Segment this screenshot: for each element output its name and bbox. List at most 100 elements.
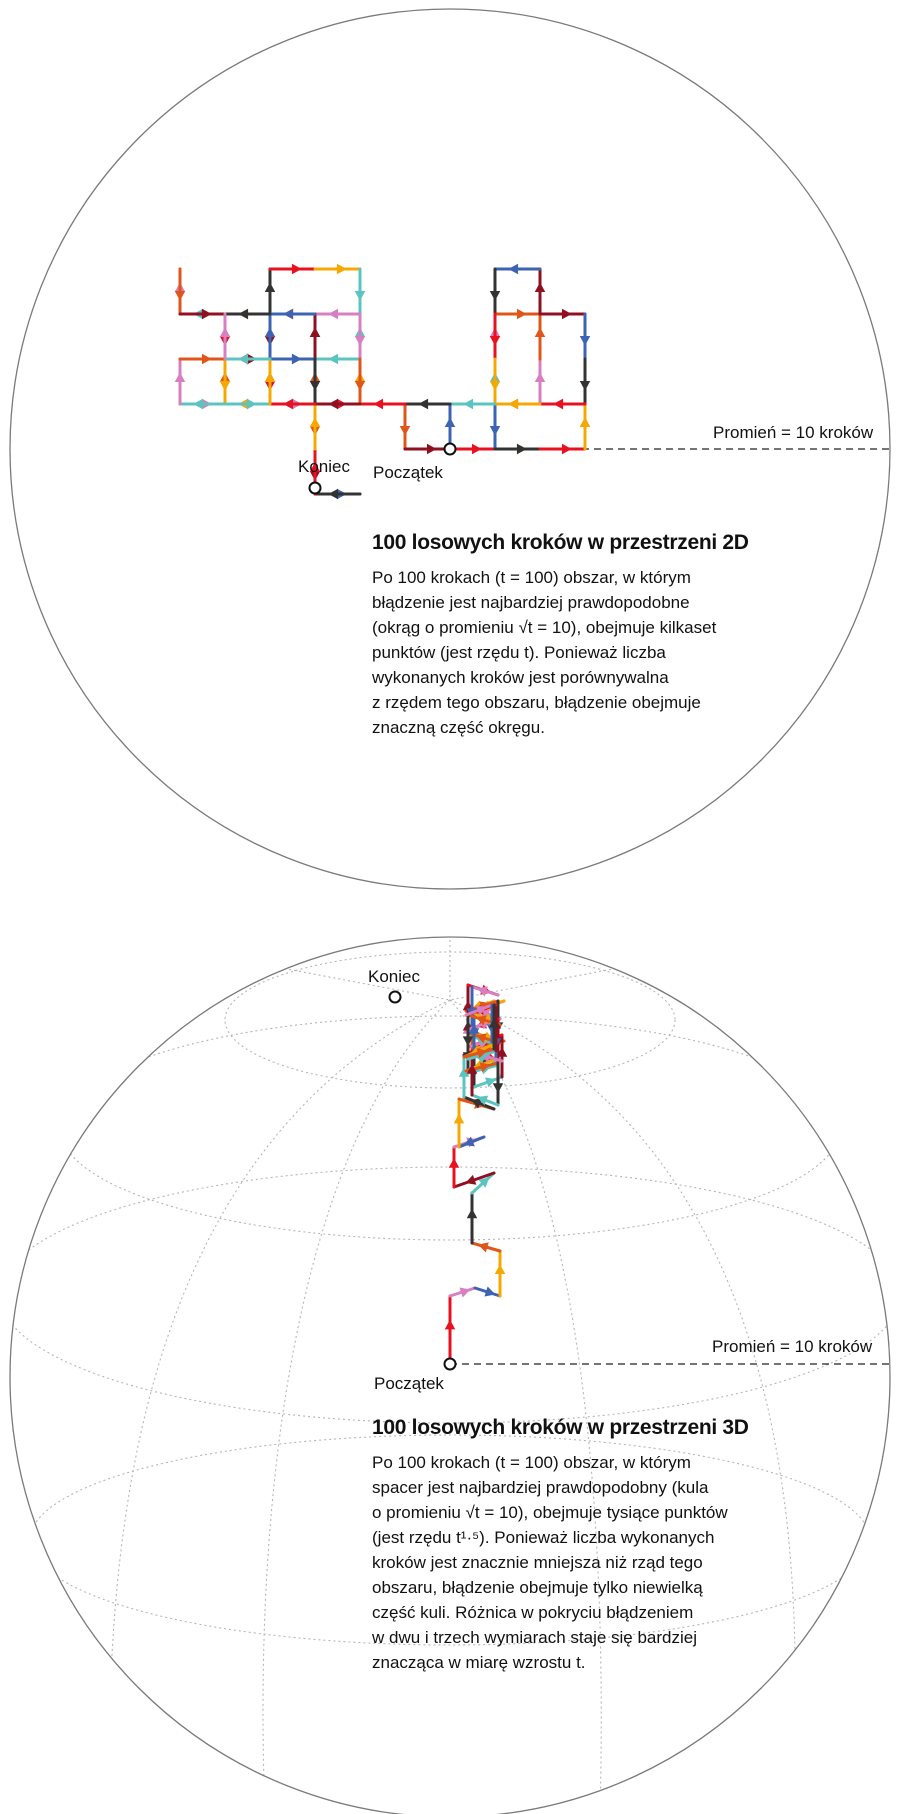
body-2d-line: znaczną część okręgu. [372,718,545,737]
walk-step-arrowhead [489,335,501,346]
walk-step-arrowhead [475,1015,487,1026]
body-2d-line: z rzędem tego obszaru, błądzenie obejmuj… [372,693,701,712]
walk-step-arrowhead [471,443,482,455]
walk-step-arrowhead [508,263,519,275]
sphere-outline [9,936,891,1814]
walk-step-arrowhead [579,380,591,391]
body-2d: Po 100 krokach (t = 100) obszar, w który… [372,565,842,740]
walk-step-arrowhead [373,398,384,410]
walk-step-arrowhead [219,327,231,338]
walk-step-arrowhead [477,1242,489,1253]
walk-step-arrowhead [471,1098,483,1109]
walk-step-arrowhead [508,398,519,410]
end-marker-2d [308,481,322,495]
body-2d-line: Po 100 krokach (t = 100) obszar, w który… [372,568,691,587]
walk-step-arrowhead [354,380,366,391]
start-label-2d: Początek [373,463,443,482]
body-3d-line: (jest rzędu t¹·⁵). Ponieważ liczba wykon… [372,1528,715,1547]
walk-step-arrowhead [354,290,366,301]
walk-step-arrowhead [283,308,294,320]
walk-step-arrowhead [426,443,437,455]
walk-step-arrowhead [579,335,591,346]
walk-step-arrowhead [475,1033,487,1044]
walk-step-arrowhead [291,353,302,365]
end-marker-3d [388,990,402,1004]
walk-step-arrowhead [174,290,186,301]
start-marker-2d [443,442,457,456]
body-3d-line: kroków jest znacznie mniejsza niż rząd t… [372,1553,703,1572]
walk-step-arrowhead [494,1264,506,1275]
walk-step-arrowhead [453,1113,465,1124]
walk-step-arrowhead [246,398,257,410]
walk-step-arrowhead [444,1319,456,1330]
walk-step-arrowhead [479,1062,491,1073]
walk-step-arrowhead [561,443,572,455]
body-2d-line: błądzenie jest najbardziej prawdopodobne [372,593,690,612]
walk-step-arrowhead [219,380,231,391]
walk-step-arrowhead [489,425,501,436]
walk-step-arrowhead [399,425,411,436]
walk-step-arrowhead [463,1136,475,1147]
walk-step-arrowhead [466,1208,478,1219]
walk-step-arrowhead [459,1287,471,1298]
walk-step-arrowhead [309,327,321,338]
walk-step-arrowhead [492,1083,504,1094]
walk-step-arrowhead [309,417,321,428]
body-3d-line: o promieniu √t = 10), obejmuje tysiące p… [372,1503,728,1522]
start-label-3d: Początek [374,1374,444,1393]
walk-step-arrowhead [579,417,591,428]
walk-step-arrowhead [484,1077,496,1088]
radius-label-2d: Promień = 10 kroków [713,423,874,442]
walk-step-arrowhead [466,1063,478,1074]
walk-step-arrowhead [489,290,501,301]
walk-step-arrowhead [354,335,366,346]
caption-2d: 100 losowych kroków w przestrzeni 2D Po … [372,531,842,740]
walk-step-arrowhead [465,1174,477,1185]
walk-step-arrowhead [238,308,249,320]
walk-step-arrowhead [458,1066,470,1077]
walk-step-arrowhead [238,353,249,365]
walk-step-arrowhead [478,1177,490,1188]
walk-step-arrowhead [309,380,321,391]
walk-step-arrowhead [448,1158,460,1168]
end-label-2d: Koniec [298,457,350,476]
walk-step-arrowhead [174,372,186,383]
walk-step-arrowhead [264,327,276,338]
walk-step-arrowhead [516,443,527,455]
title-2d: 100 losowych kroków w przestrzeni 2D [372,531,749,554]
walk-step-arrowhead [264,282,276,293]
circle-2d-outline [9,8,891,890]
walk-step-arrowhead [201,308,212,320]
walk-2d [174,263,591,500]
walk-step-arrowhead [476,1048,488,1059]
walk-step-arrowhead [328,353,339,365]
body-3d: Po 100 krokach (t = 100) obszar, w który… [372,1450,842,1675]
walk-step-arrowhead [534,327,546,338]
walk-3d [444,983,508,1366]
walk-step-arrowhead [553,398,564,410]
radius-label-3d: Promień = 10 kroków [712,1337,873,1356]
walk-step-arrowhead [309,462,321,473]
walk-step-arrowhead [489,380,501,391]
walk-step-arrowhead [462,1036,474,1047]
panel-2d: Promień = 10 kroków Początek Koniec [9,8,891,890]
caption-3d: 100 losowych kroków w przestrzeni 3D Po … [372,1416,842,1675]
walk-step-arrowhead [328,308,339,320]
walk-step-arrowhead [463,398,474,410]
walk-step-arrowhead [264,372,276,383]
walk-step-arrowhead [534,282,546,293]
walk-step-arrowhead [475,1005,487,1016]
walk-step-arrowhead [534,372,546,383]
body-2d-line: (okrąg o promieniu √t = 10), obejmuje ki… [372,618,717,637]
title-3d: 100 losowych kroków w przestrzeni 3D [372,1416,749,1439]
panel-3d: Promień = 10 kroków Początek Koniec [9,936,891,1814]
body-3d-line: obszaru, błądzenie obejmuje tylko niewie… [372,1578,703,1597]
end-label-3d: Koniec [368,967,420,986]
body-2d-line: wykonanych kroków jest porównywalna [372,668,669,687]
walk-step-arrowhead [193,398,204,410]
walk-step-arrowhead [468,1024,480,1034]
walk-step-arrowhead [477,1095,489,1106]
walk-step-arrowhead [561,308,572,320]
walk-step-arrowhead [477,986,488,997]
